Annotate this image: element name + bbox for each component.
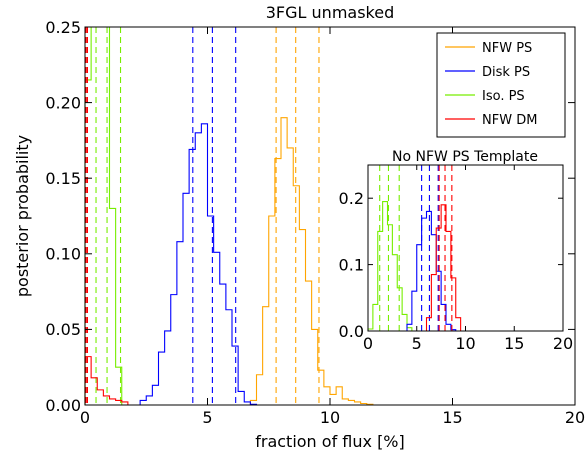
main-y-tick-label: 0.15 bbox=[45, 169, 81, 188]
main-histogram-nfw-ps bbox=[249, 117, 374, 405]
inset-plot-frame bbox=[367, 164, 564, 332]
main-x-axis-label: fraction of flux [%] bbox=[255, 432, 405, 451]
main-histogram-nfw-dm bbox=[84, 356, 129, 405]
inset-plot: No NFW PS Template 0 5 10 15 20 0.0 0.1 0.2 bbox=[339, 149, 574, 353]
legend-label-nfw-ps: NFW PS bbox=[482, 41, 532, 56]
legend-entry-nfw-ps: NFW PS bbox=[445, 41, 532, 56]
legend-label-iso-ps: Iso. PS bbox=[482, 89, 525, 104]
legend-entry-iso-ps: Iso. PS bbox=[445, 89, 525, 104]
inset-background bbox=[368, 165, 563, 331]
legend-entry-disk-ps: Disk PS bbox=[445, 65, 530, 80]
main-title: 3FGL unmasked bbox=[266, 3, 394, 22]
legend: NFW PS Disk PS Iso. PS NFW DM bbox=[436, 32, 566, 138]
main-x-tick-label: 5 bbox=[202, 408, 212, 427]
legend-label-disk-ps: Disk PS bbox=[482, 65, 530, 80]
inset-histogram-iso-ps bbox=[367, 200, 413, 331]
inset-x-tick-label: 0 bbox=[363, 334, 373, 353]
main-series-group bbox=[84, 26, 374, 406]
legend-label-nfw-dm: NFW DM bbox=[482, 113, 537, 128]
main-ticks-group: 0 5 10 15 200.000.050.100.150.200.25 bbox=[45, 18, 585, 427]
inset-y-tick-label: 0.1 bbox=[339, 255, 364, 274]
main-x-tick-label: 15 bbox=[442, 408, 462, 427]
main-histogram-disk-ps bbox=[139, 123, 258, 405]
inset-x-tick-label: 15 bbox=[504, 334, 524, 353]
inset-y-tick-label: 0.2 bbox=[339, 189, 364, 208]
inset-x-tick-label: 10 bbox=[455, 334, 475, 353]
main-y-tick-label: 0.00 bbox=[45, 396, 81, 415]
main-y-tick-label: 0.10 bbox=[45, 245, 81, 264]
main-x-tick-label: 0 bbox=[80, 408, 90, 427]
legend-entry-nfw-dm: NFW DM bbox=[445, 113, 537, 128]
legend-frame bbox=[436, 32, 566, 138]
main-y-axis-label: posterior probability bbox=[13, 135, 32, 297]
inset-histogram-nfw-dm bbox=[425, 204, 462, 331]
main-plot: 3FGL unmasked 0 5 10 15 200.000.050.100.150.… bbox=[13, 3, 585, 451]
main-y-tick-label: 0.20 bbox=[45, 93, 81, 112]
main-y-tick-label: 0.25 bbox=[45, 18, 81, 37]
inset-series-group bbox=[367, 165, 462, 331]
main-plot-frame bbox=[84, 26, 576, 406]
inset-ticks-group: 0 5 10 15 20 0.0 0.1 0.2 bbox=[339, 165, 573, 353]
inset-title: No NFW PS Template bbox=[392, 149, 538, 165]
inset-histogram-disk-ps bbox=[406, 210, 457, 331]
main-y-tick-label: 0.05 bbox=[45, 320, 81, 339]
inset-x-tick-label: 5 bbox=[412, 334, 422, 353]
inset-y-tick-label: 0.0 bbox=[339, 322, 364, 341]
main-x-tick-label: 20 bbox=[565, 408, 585, 427]
main-x-tick-label: 10 bbox=[320, 408, 340, 427]
main-histogram-iso-ps bbox=[84, 26, 128, 406]
inset-x-tick-label: 20 bbox=[553, 334, 573, 353]
